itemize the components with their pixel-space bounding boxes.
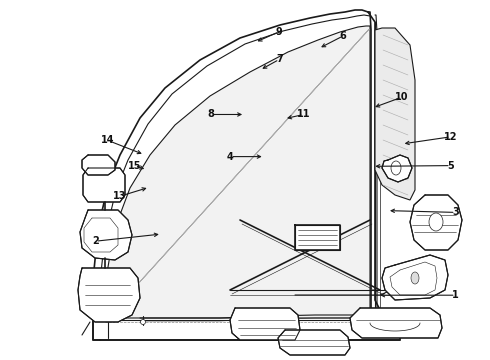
Text: 9: 9: [276, 27, 283, 37]
Polygon shape: [382, 155, 412, 182]
Polygon shape: [82, 155, 115, 175]
Polygon shape: [105, 26, 370, 318]
Polygon shape: [83, 168, 125, 202]
Text: 10: 10: [395, 92, 409, 102]
Text: 8: 8: [207, 109, 214, 120]
Ellipse shape: [429, 213, 443, 231]
Text: 5: 5: [447, 161, 454, 171]
Text: 4: 4: [227, 152, 234, 162]
Polygon shape: [350, 308, 442, 338]
Text: 14: 14: [101, 135, 115, 145]
Text: 11: 11: [297, 109, 311, 120]
Text: 12: 12: [444, 132, 458, 142]
Polygon shape: [78, 268, 140, 322]
Text: 1: 1: [452, 290, 459, 300]
Ellipse shape: [411, 272, 419, 284]
Text: 15: 15: [128, 161, 142, 171]
Text: 3: 3: [452, 207, 459, 217]
Text: 13: 13: [113, 191, 127, 201]
Text: 6: 6: [340, 31, 346, 41]
Polygon shape: [382, 255, 448, 300]
Polygon shape: [80, 210, 132, 260]
Ellipse shape: [141, 320, 146, 324]
Text: 7: 7: [276, 54, 283, 64]
Polygon shape: [278, 330, 350, 355]
Polygon shape: [295, 225, 340, 250]
Polygon shape: [230, 308, 300, 340]
Ellipse shape: [391, 161, 401, 175]
Polygon shape: [375, 28, 415, 200]
Text: 2: 2: [92, 236, 99, 246]
Polygon shape: [410, 195, 462, 250]
